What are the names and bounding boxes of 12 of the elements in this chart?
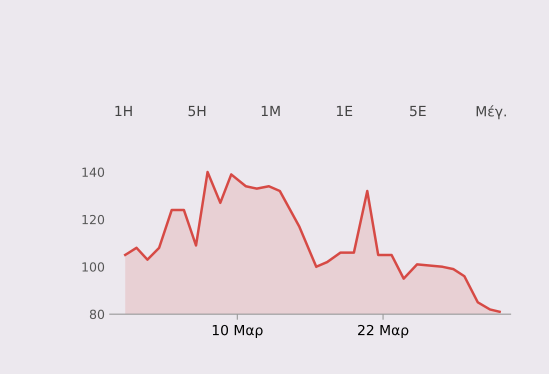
text: 1Η xyxy=(115,106,132,116)
y-tick-label: 120 xyxy=(82,214,104,224)
y-tick-label: 100 xyxy=(82,262,104,272)
text: 1Μ xyxy=(262,106,280,116)
text: 1Ε xyxy=(336,106,352,116)
x-tick-label: 22 Μαρ xyxy=(358,324,408,338)
text: 5Ε xyxy=(410,106,426,116)
y-tick-label: 140 xyxy=(82,168,104,177)
y-tick-label: 80 xyxy=(90,310,104,320)
x-tick-label: 10 Μαρ xyxy=(212,324,263,338)
text: 5Η xyxy=(188,106,206,116)
text: Μέγ. xyxy=(476,105,506,120)
